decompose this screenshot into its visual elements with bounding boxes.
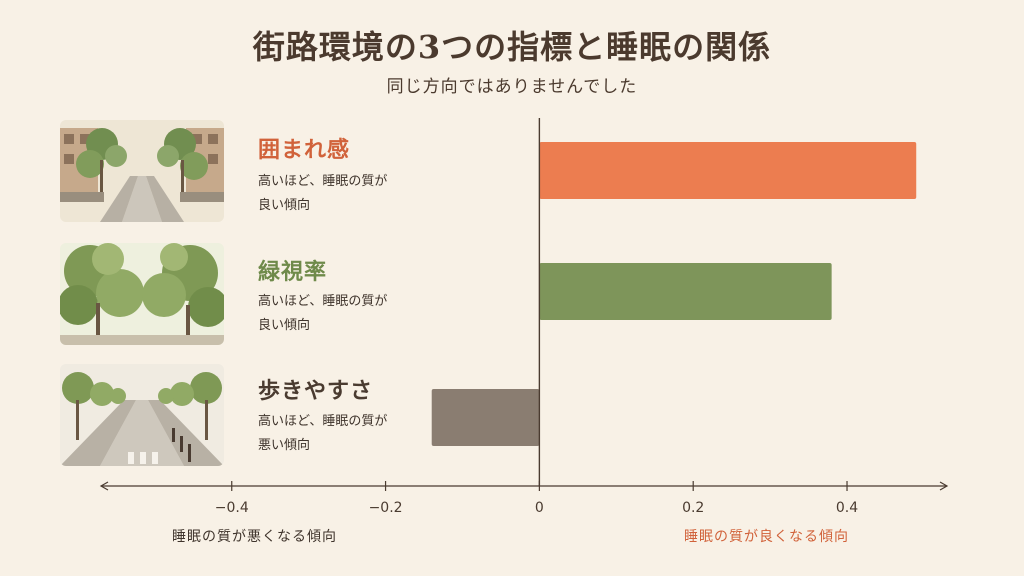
chart-subtitle: 同じ方向ではありませんでした: [386, 77, 638, 97]
x-tick-label: 0.4: [836, 500, 858, 516]
factor-desc-enclosure: 高いほど、睡眠の質が 良い傾向: [258, 170, 458, 218]
factor-desc-line: 良い傾向: [258, 318, 311, 333]
x-axis-left-arrow: [99, 481, 109, 491]
caption-negative: 睡眠の質が悪くなる傾向: [172, 529, 337, 545]
factor-name-enclosure: 囲まれ感: [258, 138, 351, 163]
x-tick-label: 0.2: [682, 500, 704, 516]
chart-title: 街路環境の3つの指標と睡眠の関係: [252, 28, 772, 66]
factor-name-green-view: 緑視率: [258, 260, 328, 285]
x-tick-label: −0.2: [369, 500, 403, 516]
factor-desc-walkability: 高いほど、睡眠の質が 悪い傾向: [258, 410, 458, 458]
bar-3: [431, 389, 540, 446]
factor-desc-green-view: 高いほど、睡眠の質が 良い傾向: [258, 290, 458, 338]
caption-positive: 睡眠の質が良くなる傾向: [684, 529, 849, 545]
street-illustration-enclosure: [60, 120, 224, 222]
street-illustration-greenery: [60, 243, 224, 345]
bar-2: [539, 263, 832, 320]
factor-desc-line: 悪い傾向: [258, 438, 311, 453]
x-tick-label: −0.4: [215, 500, 249, 516]
x-tick-label: 0: [535, 500, 544, 516]
factor-desc-line: 高いほど、睡眠の質が: [258, 174, 388, 189]
street-illustration-walkability: [60, 364, 224, 466]
factor-desc-line: 高いほど、睡眠の質が: [258, 414, 388, 429]
factor-name-walkability: 歩きやすさ: [258, 379, 374, 404]
x-axis-right-arrow: [939, 481, 949, 491]
factor-desc-line: 良い傾向: [258, 198, 311, 213]
bar-1: [539, 142, 917, 199]
factor-desc-line: 高いほど、睡眠の質が: [258, 294, 388, 309]
